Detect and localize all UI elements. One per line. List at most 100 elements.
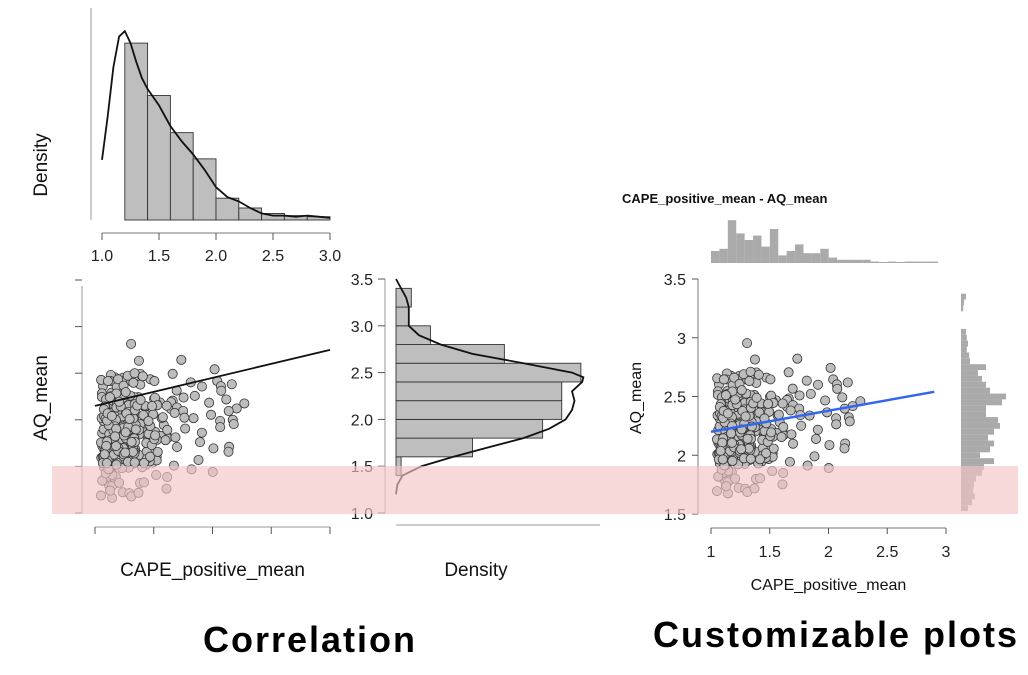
hist-bar (395, 400, 563, 420)
scatter-point (206, 409, 217, 420)
scatter-point (742, 338, 753, 349)
scatter-point (208, 443, 219, 454)
scatter-point (196, 427, 207, 438)
x-tick-label: 3 (942, 544, 951, 561)
scatter-point (727, 455, 738, 466)
scatter-point (786, 429, 797, 440)
scatter-point (751, 392, 762, 403)
scatter-point (176, 354, 187, 365)
scatter-point (204, 397, 215, 408)
scatter-point (736, 444, 747, 455)
marginal-bar (828, 257, 838, 263)
scatter-point (717, 454, 728, 465)
hist-bar (395, 287, 412, 308)
scatter-point (178, 392, 189, 403)
scatter-point (794, 390, 805, 401)
scatter-point (740, 411, 751, 422)
x-tick-label: 2.0 (205, 248, 227, 265)
hist-bar (215, 197, 240, 221)
scatter-point (189, 390, 200, 401)
scatter-point (837, 392, 848, 403)
marginal-bar (961, 305, 964, 312)
marginal-bar (961, 299, 964, 306)
scatter-point (784, 456, 795, 467)
scatter-point (120, 387, 131, 398)
hist-bar (395, 306, 410, 327)
x-tick-label: 1 (707, 544, 716, 561)
x-tick-label: 1.5 (148, 248, 170, 265)
scatter-point (137, 371, 148, 382)
marginal-bar (719, 248, 728, 263)
scatter-point (135, 394, 146, 405)
hist-bar (395, 418, 544, 439)
scatter-point (193, 454, 204, 465)
scatter-point (124, 414, 135, 425)
scatter-point (195, 437, 206, 448)
marginal-bar (769, 229, 779, 263)
right-plot-title: CAPE_positive_mean - AQ_mean (622, 191, 827, 206)
left-scatter-ylabel: AQ_mean (31, 355, 52, 441)
marginal-bar (961, 411, 986, 418)
marginal-bar (870, 261, 880, 263)
scatter-point (787, 383, 798, 394)
y-tick-label: 3.0 (351, 319, 373, 336)
marginal-bar (961, 422, 1000, 429)
scatter-point (763, 398, 774, 409)
marginal-bar (961, 293, 966, 300)
scatter-point (783, 367, 794, 378)
marginal-bar (961, 352, 970, 359)
scatter-point (221, 394, 232, 405)
scatter-point (824, 440, 835, 451)
scatter-point (111, 441, 122, 452)
right-scatter-xlabel: CAPE_positive_mean (751, 577, 907, 594)
scatter-point (745, 453, 756, 464)
scatter-point (101, 440, 112, 451)
hist-bar (124, 42, 149, 221)
scatter-point (809, 451, 820, 462)
y-tick-label: 2.0 (351, 412, 373, 429)
scatter-point (169, 407, 180, 418)
right-top-marginal-histogram (711, 220, 938, 263)
left-scatter-plot: CAPE_positive_mean AQ_mean (31, 279, 331, 581)
x-tick-label: 2.5 (876, 544, 898, 561)
scatter-point (717, 437, 728, 448)
scatter-point (765, 374, 776, 385)
scatter-point (805, 388, 816, 399)
left-scatter-xlabel: CAPE_positive_mean (120, 560, 305, 581)
right-scatter-ylabel: AQ_mean (628, 362, 645, 434)
hist-bar (395, 344, 505, 364)
marginal-bar (845, 259, 854, 263)
caption-customizable-plots: Customizable plots (653, 614, 1019, 655)
marginal-bar (961, 446, 990, 453)
marginal-bar (961, 370, 978, 376)
scatter-point (172, 441, 183, 452)
marginal-bar (853, 259, 863, 263)
scatter-point (113, 374, 124, 385)
scatter-point (223, 446, 234, 457)
marginal-bar (961, 393, 1006, 400)
marginal-bar (961, 346, 967, 353)
scatter-point (150, 430, 161, 441)
scatter-point (844, 416, 855, 427)
scatter-point (785, 405, 796, 416)
scatter-point (179, 412, 190, 423)
scatter-point (842, 377, 853, 388)
scatter-point (777, 398, 788, 409)
scatter-point (180, 423, 191, 434)
marginal-bar (795, 244, 804, 263)
scatter-point (145, 451, 156, 462)
hist-bar (395, 362, 582, 383)
scatter-point (223, 406, 234, 417)
marginal-bar (961, 358, 970, 365)
scatter-point (801, 375, 812, 386)
scatter-point (128, 377, 139, 388)
scatter-point (152, 446, 163, 457)
scatter-point (170, 432, 181, 443)
scatter-point (820, 395, 831, 406)
scatter-point (753, 369, 764, 380)
scatter-point (126, 436, 137, 447)
marginal-bar (961, 381, 986, 388)
marginal-bar (961, 458, 994, 465)
scatter-point (216, 385, 227, 396)
